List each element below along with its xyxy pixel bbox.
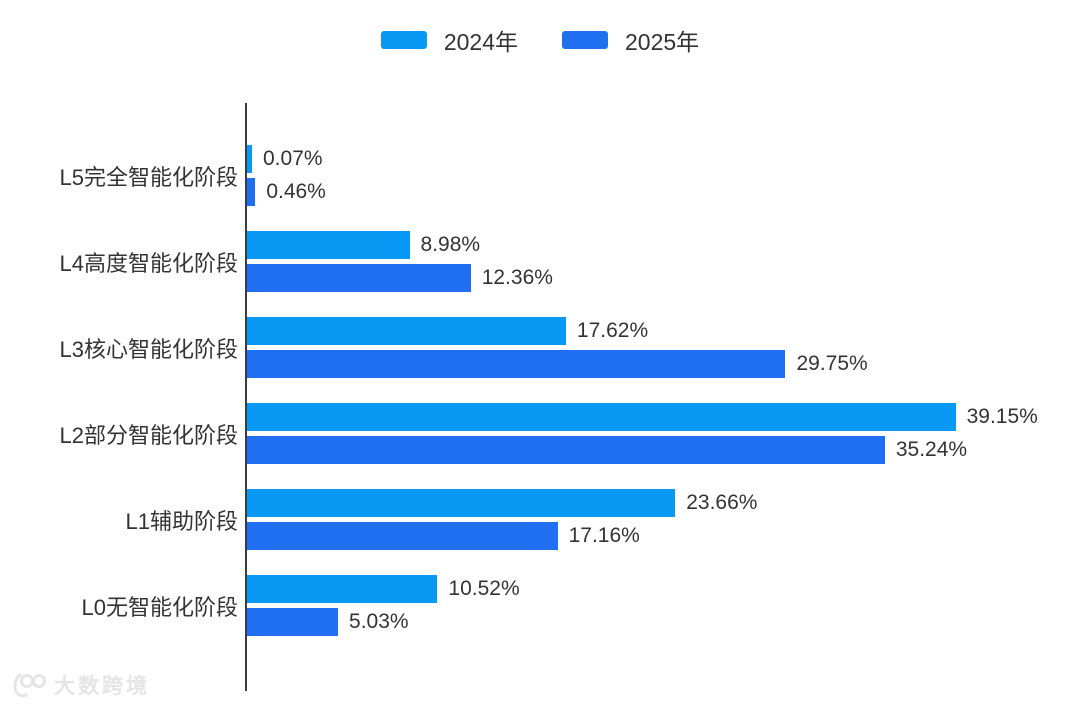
category-label: L2部分智能化阶段 [59,422,238,448]
bar-line: 17.62% [247,317,648,345]
bar-group: L0无智能化阶段 10.52% 5.03% [0,575,1080,636]
bar-2024年 [247,317,566,345]
legend-item-2025年: 2025年 [562,23,699,57]
bar-2025年 [247,178,256,206]
legend-swatch [562,31,608,49]
category-label: L5完全智能化阶段 [59,164,238,190]
bar-line: 35.24% [247,436,967,464]
bar-2024年 [247,145,252,173]
bar-group: L4高度智能化阶段 8.98% 12.36% [0,231,1080,292]
bar-2024年 [247,403,956,431]
bar-2025年 [247,522,558,550]
watermark-text: 大数跨境 [54,675,150,698]
plot-area: L5完全智能化阶段 0.07% 0.46% L4高度智能化阶段 8.98% 12.36% L… [0,103,1080,693]
bar-group: L1辅助阶段 23.66% 17.16% [0,489,1080,550]
bar-2024年 [247,575,438,603]
bar-group: L3核心智能化阶段 17.62% 29.75% [0,317,1080,378]
value-label: 17.62% [576,319,649,342]
value-label: 12.36% [481,266,553,289]
bar-2024年 [247,231,410,259]
category-label: L4高度智能化阶段 [59,250,238,276]
bar-2025年 [247,608,339,636]
value-label: 17.16% [568,524,640,547]
bar-line: 8.98% [247,231,480,259]
value-label: 5.03% [349,610,409,633]
bar-line: 10.52% [247,575,520,603]
watermark: 大数跨境 [10,670,150,700]
bar-group: L5完全智能化阶段 0.07% 0.46% [0,145,1080,206]
legend: 2024年 2025年 [0,23,1080,57]
value-label: 0.07% [263,147,323,170]
y-axis-line [245,103,247,691]
value-label: 29.75% [796,352,868,375]
value-label: 35.24% [895,438,968,461]
bar-2025年 [247,350,786,378]
value-label: 39.15% [966,405,1038,428]
bar-line: 29.75% [247,350,868,378]
legend-swatch [380,31,427,49]
bar-2025年 [247,264,471,292]
bar-line: 23.66% [247,489,757,517]
legend-label: 2025年 [625,29,700,55]
legend-item-2024年: 2024年 [380,23,518,57]
category-label: L3核心智能化阶段 [59,336,238,362]
bar-line: 5.03% [247,608,409,636]
bar-2024年 [247,489,676,517]
bar-line: 0.46% [247,178,326,206]
category-label: L1辅助阶段 [125,508,238,534]
value-label: 0.46% [266,180,326,203]
value-label: 10.52% [448,577,520,600]
bar-line: 0.07% [247,145,323,173]
bar-group: L2部分智能化阶段 39.15% 35.24% [0,403,1080,464]
bar-2025年 [247,436,885,464]
legend-label: 2024年 [443,29,518,55]
watermark-logo-icon [13,673,46,698]
bar-line: 39.15% [247,403,1038,431]
value-label: 8.98% [420,233,481,256]
bar-line: 17.16% [247,522,640,550]
value-label: 23.66% [686,491,758,514]
bar-line: 12.36% [247,264,553,292]
category-label: L0无智能化阶段 [81,594,238,620]
